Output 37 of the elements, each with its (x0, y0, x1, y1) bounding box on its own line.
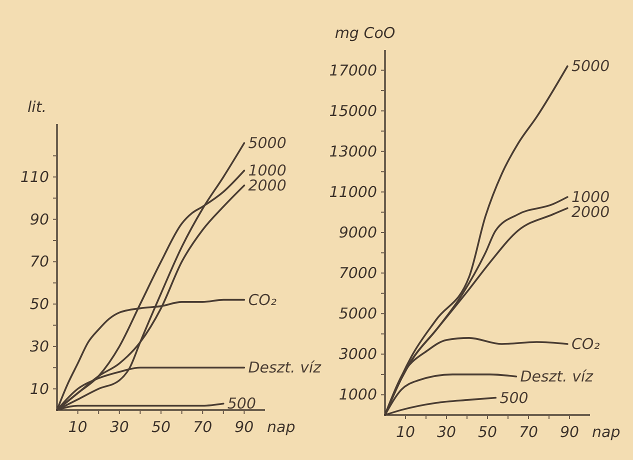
y-tick-label: 110 (20, 168, 49, 186)
x-tick-label: 30 (110, 418, 129, 436)
y-tick-label: 9000 (338, 224, 377, 242)
series-label: CO₂ (248, 290, 276, 309)
x-tick-label: 10 (396, 423, 416, 441)
x-tick-label: 10 (68, 418, 88, 436)
y-axis-title: lit. (28, 98, 46, 116)
y-tick-label: 13000 (329, 142, 377, 160)
y-tick-label: 50 (30, 295, 49, 314)
y-tick-label: 15000 (329, 102, 377, 120)
x-tick-label: 90 (560, 423, 580, 441)
x-tick-label: 30 (436, 423, 456, 441)
y-tick-label: 3000 (338, 345, 377, 364)
series-label: 500 (227, 394, 256, 413)
y-tick-label: 7000 (338, 264, 377, 282)
y-tick-label: 30 (30, 337, 49, 356)
series-label: 500 (500, 388, 528, 407)
y-axis-title: mg CoO (334, 24, 396, 42)
x-axis-title: nap (592, 423, 620, 441)
y-tick-label: 11000 (329, 182, 377, 201)
x-axis-title: nap (267, 418, 296, 436)
y-tick-label: 5000 (338, 304, 377, 323)
y-tick-label: 1000 (338, 386, 377, 404)
series-label: CO₂ (571, 335, 600, 354)
series-label: 5000 (248, 134, 286, 152)
y-tick-label: 70 (30, 252, 49, 271)
series-label: Deszt. víz (248, 358, 322, 377)
y-tick-label: 17000 (329, 61, 377, 80)
series-label: 5000 (571, 57, 610, 76)
x-tick-label: 90 (234, 418, 254, 436)
x-tick-label: 70 (193, 418, 212, 436)
x-tick-label: 50 (151, 418, 171, 436)
x-tick-label: 70 (518, 423, 538, 441)
y-tick-label: 10 (30, 380, 49, 398)
series-label: Deszt. víz (520, 367, 594, 386)
y-tick-label: 90 (30, 210, 49, 228)
x-tick-label: 50 (478, 423, 498, 441)
